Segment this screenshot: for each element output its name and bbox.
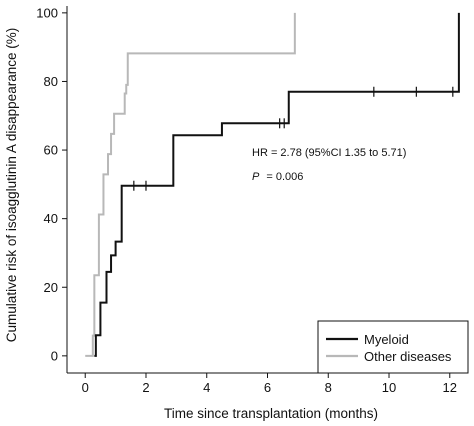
legend-label-myeloid: Myeloid (364, 332, 409, 347)
y-tick-label: 60 (44, 143, 58, 158)
legend: Myeloid Other diseases (317, 320, 469, 374)
series-line-myeloid (94, 12, 460, 357)
y-axis-title: Cumulative risk of isoagglutinin A disap… (4, 28, 19, 342)
x-tick-label: 2 (142, 380, 149, 395)
y-axis-ticks: 0 20 40 60 80 100 (36, 5, 67, 363)
x-tick-label: 12 (443, 380, 457, 395)
series-layer (85, 12, 460, 357)
x-tick-label: 0 (82, 380, 89, 395)
y-tick-label: 80 (44, 74, 58, 89)
y-tick-label: 40 (44, 211, 58, 226)
p-value-annotation: P = 0.006 (252, 171, 303, 183)
x-tick-label: 4 (203, 380, 210, 395)
legend-label-other-diseases: Other diseases (364, 349, 452, 364)
x-axis-title: Time since transplantation (months) (164, 406, 378, 421)
legend-box (317, 320, 469, 374)
x-tick-label: 10 (382, 380, 396, 395)
series-line-other-diseases (85, 12, 296, 357)
x-tick-label: 8 (325, 380, 332, 395)
y-tick-label: 20 (44, 280, 58, 295)
p-value-text: = 0.006 (266, 171, 303, 183)
y-tick-label: 0 (51, 348, 58, 363)
hr-annotation: HR = 2.78 (95%CI 1.35 to 5.71) (252, 147, 406, 159)
y-tick-label: 100 (36, 5, 58, 20)
x-tick-label: 6 (264, 380, 271, 395)
x-axis-ticks: 0 2 4 6 8 10 12 (82, 373, 457, 395)
p-value-symbol: P (252, 171, 260, 183)
